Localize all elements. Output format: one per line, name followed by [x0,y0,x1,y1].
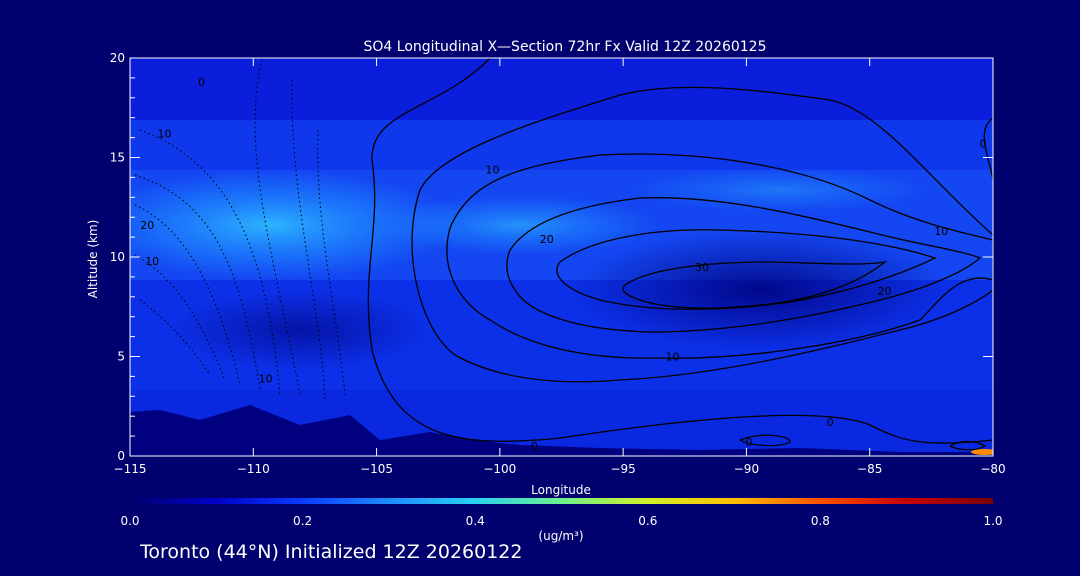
field-band-upper [130,120,993,170]
solid-contour-10 [446,153,993,359]
contour-label: 0 [745,436,752,449]
field-maximum-west [130,170,460,280]
x-tick-label: −115 [114,462,147,476]
contour-label: 10 [259,372,273,385]
contour-label: 0 [827,416,834,429]
field-band-top [130,58,993,120]
contour-label: 10 [665,351,679,364]
surface-hotspot [971,449,993,455]
solid-contour-0 [367,58,993,444]
solid-contour-10-outer-base [411,189,993,383]
field-minimum-west [170,290,430,370]
y-tick-label: 15 [110,151,125,165]
colorbar-tick-label: 1.0 [983,514,1002,528]
solid-contour-0-east [983,117,993,181]
colorbar [130,498,993,504]
field-maximum-center [380,195,660,255]
x-tick-label: −85 [857,462,882,476]
solid-contour-30 [556,229,937,310]
terrain [130,405,993,456]
colorbar-tick-label: 0.6 [638,514,657,528]
colorbar-tick-label: 0.4 [466,514,485,528]
contour-label: 10 [145,255,159,268]
contour-label: 0 [980,138,987,151]
solid-contour-surface-east [949,440,987,451]
dotted-contour-4 [139,129,281,396]
contour-label: 20 [540,233,554,246]
dotted-contour-3 [317,129,346,396]
solid-contours [367,58,993,451]
dotted-contour-5 [134,174,261,391]
x-axis: −115 −110 −105 −100 −95 −90 −85 −80 [114,58,1006,476]
x-tick-label: −80 [980,462,1005,476]
x-tick-label: −95 [610,462,635,476]
dotted-contour-7 [134,254,226,381]
y-axis-label: Altitude (km) [86,220,100,299]
dotted-contour-6 [134,204,241,386]
x-tick-label: −100 [483,462,516,476]
chart-title: SO4 Longitudinal X—Section 72hr Fx Valid… [364,39,767,55]
solid-contour-20 [506,197,982,333]
colorbar-label: (ug/m³) [538,529,583,543]
y-tick-label: 10 [110,250,125,264]
x-tick-label: −110 [237,462,270,476]
contour-label: 10 [934,225,948,238]
plot-area: 0 10 20 10 10 10 20 30 20 10 10 0 0 0 0 [130,58,993,456]
field-minimum-core [570,230,950,350]
contour-labels: 0 10 20 10 10 10 20 30 20 10 10 0 0 0 0 [140,76,986,453]
dotted-contours [134,59,346,401]
y-tick-label: 20 [110,51,125,65]
colorbar-tick-label: 0.8 [811,514,830,528]
contour-label: 0 [531,440,538,453]
contour-label: 10 [158,128,172,141]
y-tick-label: 5 [117,350,125,364]
colorbar-tick-label: 0.2 [293,514,312,528]
solid-contour-40 [622,260,888,309]
y-axis: 0 5 10 15 20 [110,51,993,463]
y-tick-label: 0 [117,449,125,463]
solid-contour-10-outer [419,86,993,236]
contour-label: 20 [878,285,892,298]
colorbar-ticks: 0.0 0.2 0.4 0.6 0.8 1.0 [120,514,1002,528]
contour-label: 30 [695,261,709,274]
dotted-contour-1 [254,59,301,396]
colorbar-tick-label: 0.0 [120,514,139,528]
dotted-contour-2 [291,79,326,401]
contour-label: 20 [140,219,154,232]
footer-caption: Toronto (44°N) Initialized 12Z 20260122 [140,541,523,563]
x-tick-label: −105 [360,462,393,476]
solid-contour-surface [739,434,791,447]
contour-label: 0 [198,76,205,89]
contour-label: 10 [485,163,499,176]
x-tick-label: −90 [734,462,759,476]
x-axis-label: Longitude [531,483,591,497]
dotted-contour-8 [139,299,211,376]
field-maximum-east [630,168,930,212]
